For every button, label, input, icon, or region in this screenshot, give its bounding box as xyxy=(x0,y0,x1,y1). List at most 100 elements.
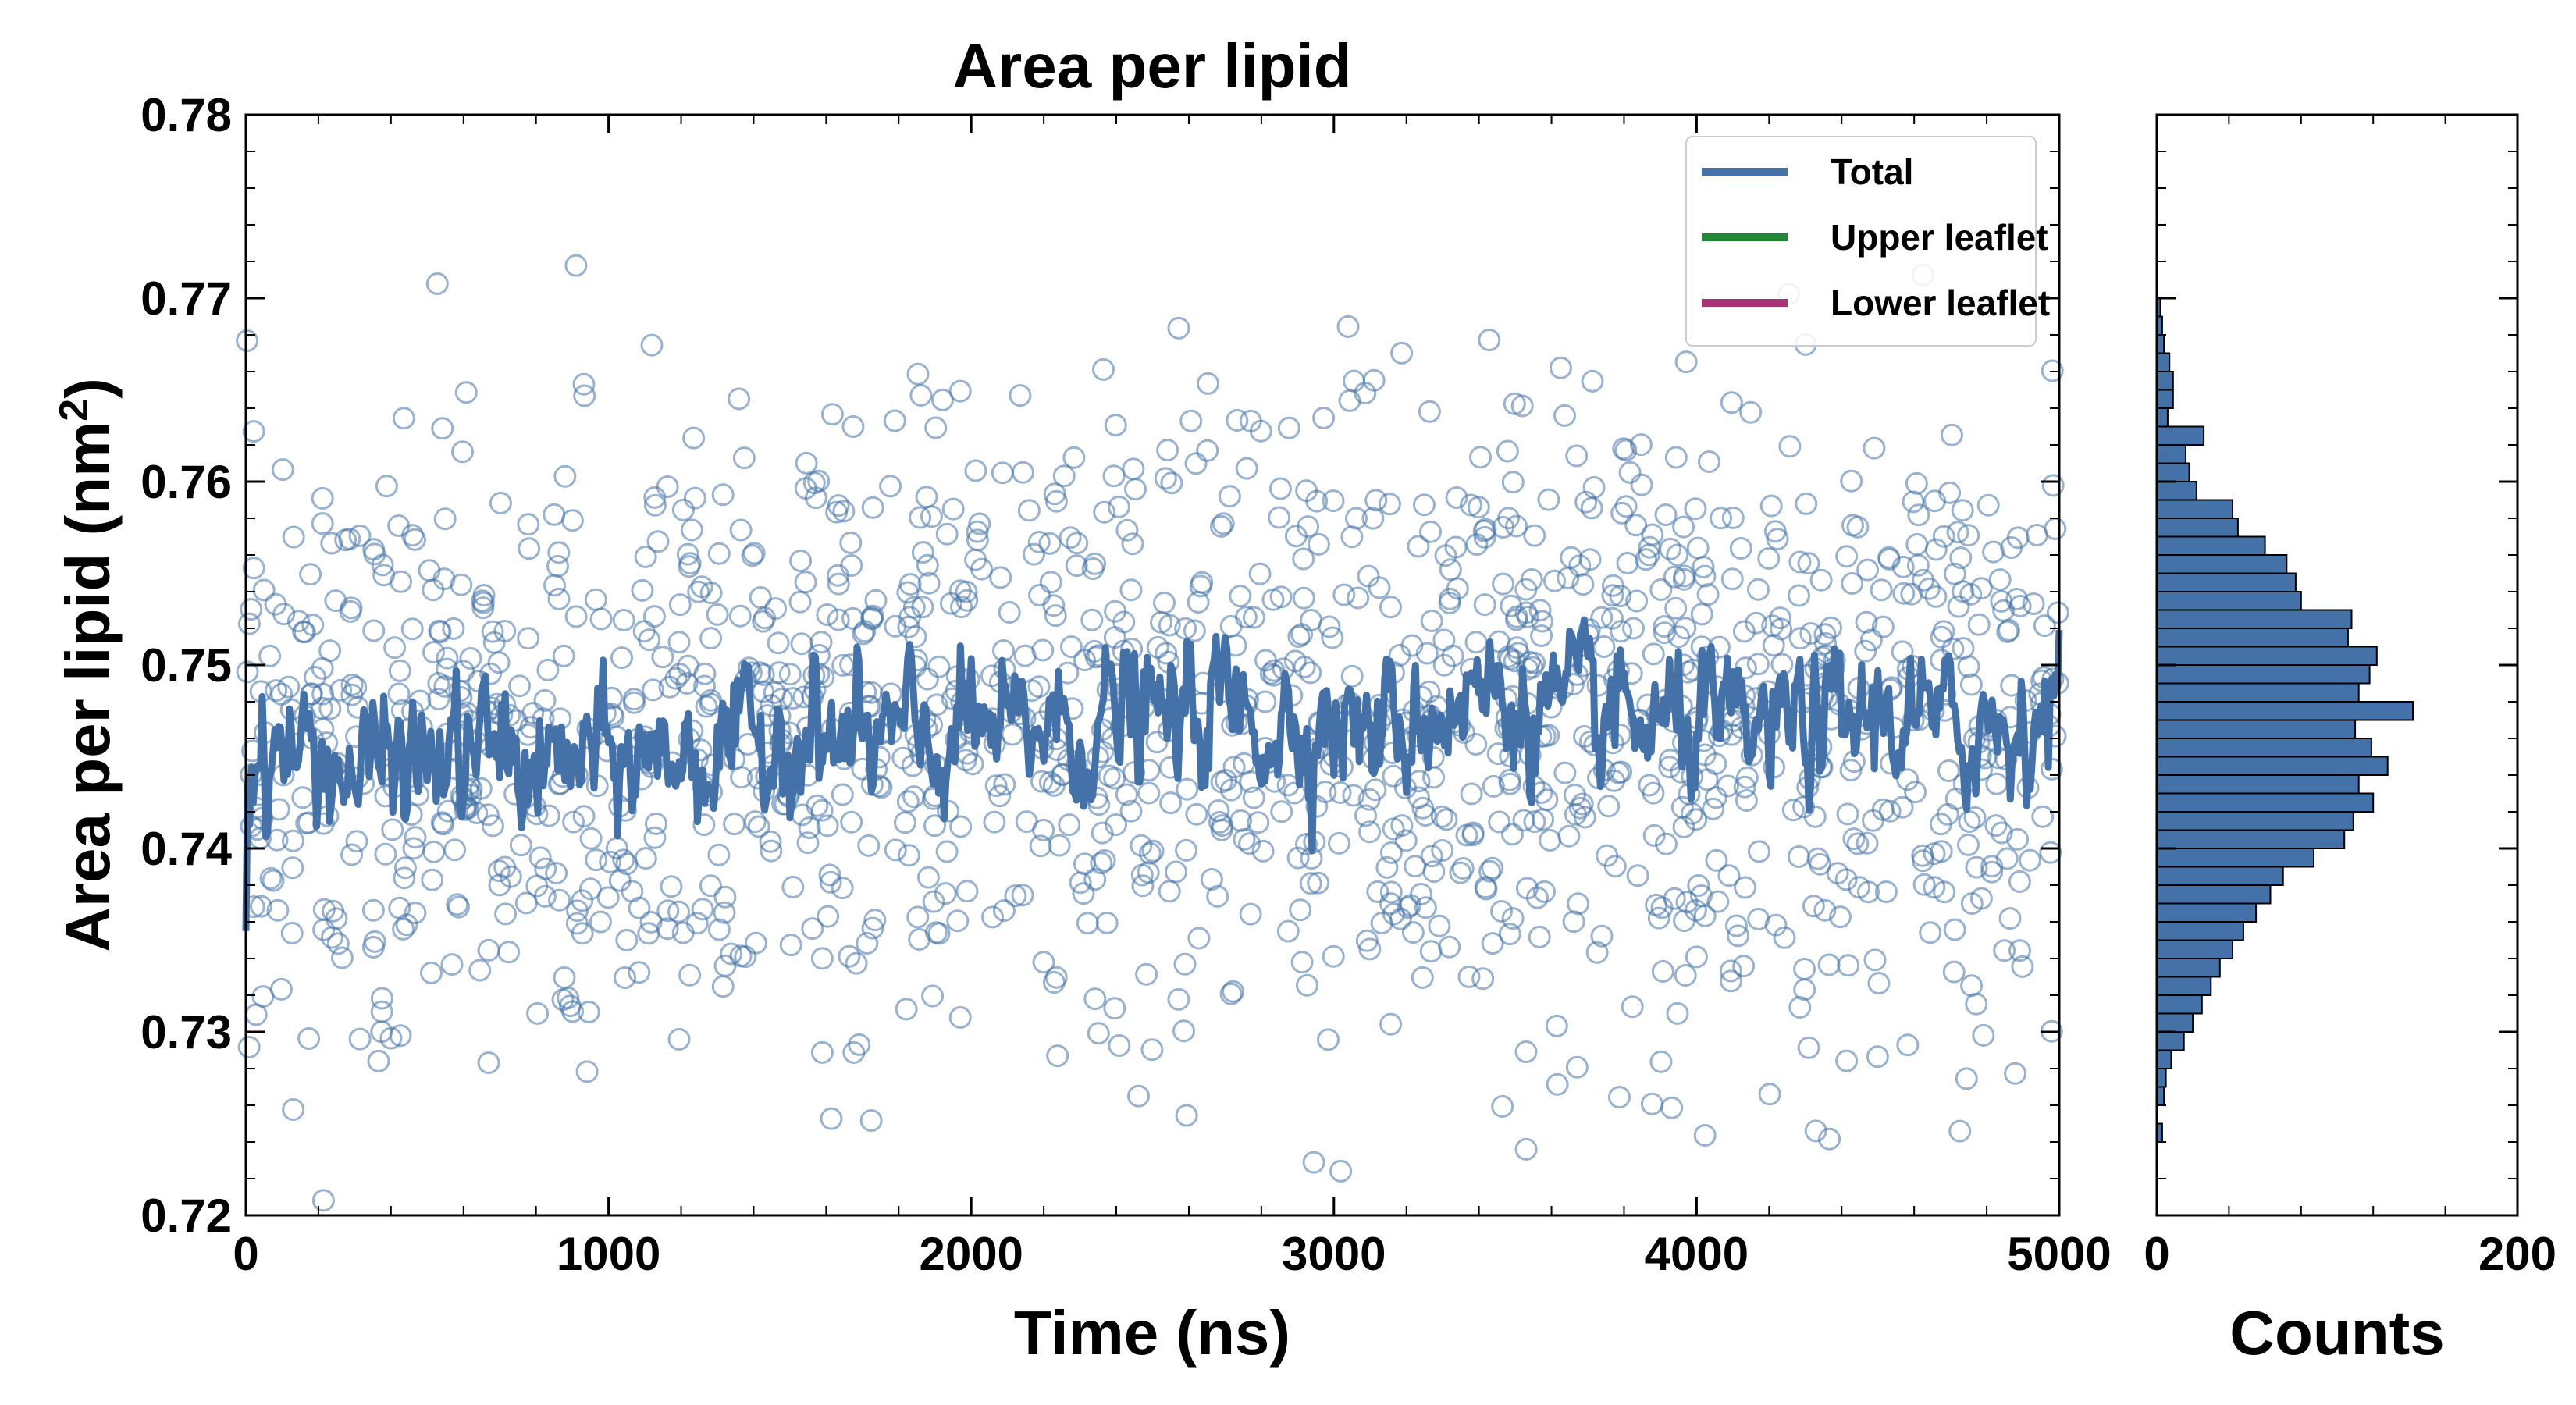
scatter-point xyxy=(743,810,767,834)
scatter-point xyxy=(1141,839,1165,863)
scatter-point xyxy=(656,475,679,498)
scatter-point xyxy=(1988,568,2012,592)
scatter-point xyxy=(1574,490,1598,514)
scatter-point xyxy=(1420,610,1443,632)
scatter-point xyxy=(363,542,386,566)
scatter-point xyxy=(1366,880,1389,903)
scatter-point xyxy=(817,905,840,928)
scatter-point xyxy=(258,644,282,667)
scatter-point xyxy=(280,922,304,944)
scatter-point xyxy=(831,653,855,677)
scatter-point xyxy=(1362,368,1386,392)
scatter-point xyxy=(1091,821,1114,845)
scatter-point xyxy=(404,528,426,551)
scatter-point xyxy=(1072,882,1095,905)
scatter-point xyxy=(1673,564,1696,588)
scatter-point xyxy=(1289,898,1312,922)
scatter-point xyxy=(269,977,293,1001)
scatter-point xyxy=(1674,617,1697,640)
scatter-point xyxy=(557,987,580,1009)
scatter-point xyxy=(911,541,934,564)
scatter-point xyxy=(596,886,620,909)
scatter-point xyxy=(660,875,683,898)
scatter-point xyxy=(2022,592,2045,615)
scatter-point xyxy=(1565,444,1589,468)
scatter-point xyxy=(1608,723,1631,746)
scatter-point xyxy=(282,829,304,852)
scatter-point xyxy=(392,917,415,941)
scatter-point xyxy=(760,694,783,717)
scatter-point xyxy=(1837,954,1860,977)
scatter-point xyxy=(1932,620,1955,643)
scatter-point xyxy=(1287,625,1311,648)
scatter-point xyxy=(1969,887,1993,910)
scatter-point xyxy=(1467,496,1490,519)
scatter-point xyxy=(340,843,364,866)
scatter-point xyxy=(1059,526,1082,550)
scatter-point xyxy=(1759,494,1783,518)
scatter-point xyxy=(427,688,450,711)
scatter-point xyxy=(934,882,957,905)
histogram-bar xyxy=(2156,719,2357,739)
scatter-point xyxy=(1430,805,1453,828)
scatter-point xyxy=(720,942,743,966)
scatter-point xyxy=(1957,833,1980,856)
scatter-point xyxy=(1031,638,1055,662)
scatter-point xyxy=(1693,1124,1717,1147)
scatter-point xyxy=(320,926,343,949)
scatter-point xyxy=(1813,623,1837,646)
scatter-point xyxy=(450,686,473,710)
histogram-x-axis-title: Counts xyxy=(2229,1298,2445,1368)
scatter-point xyxy=(728,387,751,411)
scatter-point xyxy=(1473,525,1496,549)
scatter-point xyxy=(1292,547,1315,571)
scatter-point xyxy=(1277,416,1300,439)
scatter-point xyxy=(1410,883,1432,905)
scatter-point xyxy=(1932,525,1955,548)
scatter-point xyxy=(465,802,489,824)
scatter-point xyxy=(572,372,596,396)
histogram-bar xyxy=(2156,701,2414,721)
scatter-point xyxy=(917,571,941,595)
scatter-point xyxy=(923,814,946,838)
scatter-point xyxy=(1585,941,1609,964)
scatter-point xyxy=(1553,761,1577,784)
scatter-point xyxy=(436,646,459,670)
histogram-bar xyxy=(2156,1049,2172,1069)
scatter-point xyxy=(237,612,261,635)
histogram-bar xyxy=(2156,591,2302,611)
scatter-point xyxy=(728,604,752,628)
scatter-point xyxy=(1438,935,1461,959)
scatter-point xyxy=(1690,603,1713,626)
histogram-bar xyxy=(2156,407,2169,428)
y-axis-title-main: Area per lipid (nm xyxy=(53,422,123,952)
scatter-point xyxy=(451,440,474,464)
scatter-point xyxy=(1329,1159,1353,1183)
histogram-bar xyxy=(2156,994,2203,1015)
histogram-bar xyxy=(2156,976,2212,996)
scatter-point xyxy=(968,512,991,535)
scatter-point xyxy=(1340,664,1364,688)
scatter-point xyxy=(1052,464,1076,488)
scatter-point xyxy=(1159,791,1183,815)
scatter-point xyxy=(1896,768,1920,791)
scatter-point xyxy=(1565,1055,1589,1079)
scatter-point xyxy=(1946,521,1969,544)
scatter-point xyxy=(1397,896,1420,919)
scatter-point xyxy=(637,922,660,945)
scatter-point xyxy=(579,877,602,901)
scatter-point xyxy=(795,451,818,475)
scatter-point xyxy=(1172,1019,1195,1043)
scatter-point xyxy=(1818,1127,1841,1151)
scatter-point xyxy=(1967,613,1991,636)
scatter-point xyxy=(1919,921,1942,944)
scatter-point xyxy=(1211,814,1234,838)
scatter-point xyxy=(856,932,879,955)
scatter-point xyxy=(692,813,716,837)
scatter-point xyxy=(778,663,802,686)
scatter-point xyxy=(1165,860,1187,884)
scatter-point xyxy=(1102,464,1126,488)
scatter-point xyxy=(1292,586,1315,610)
scatter-point xyxy=(1212,512,1235,535)
scatter-point xyxy=(1549,356,1572,379)
